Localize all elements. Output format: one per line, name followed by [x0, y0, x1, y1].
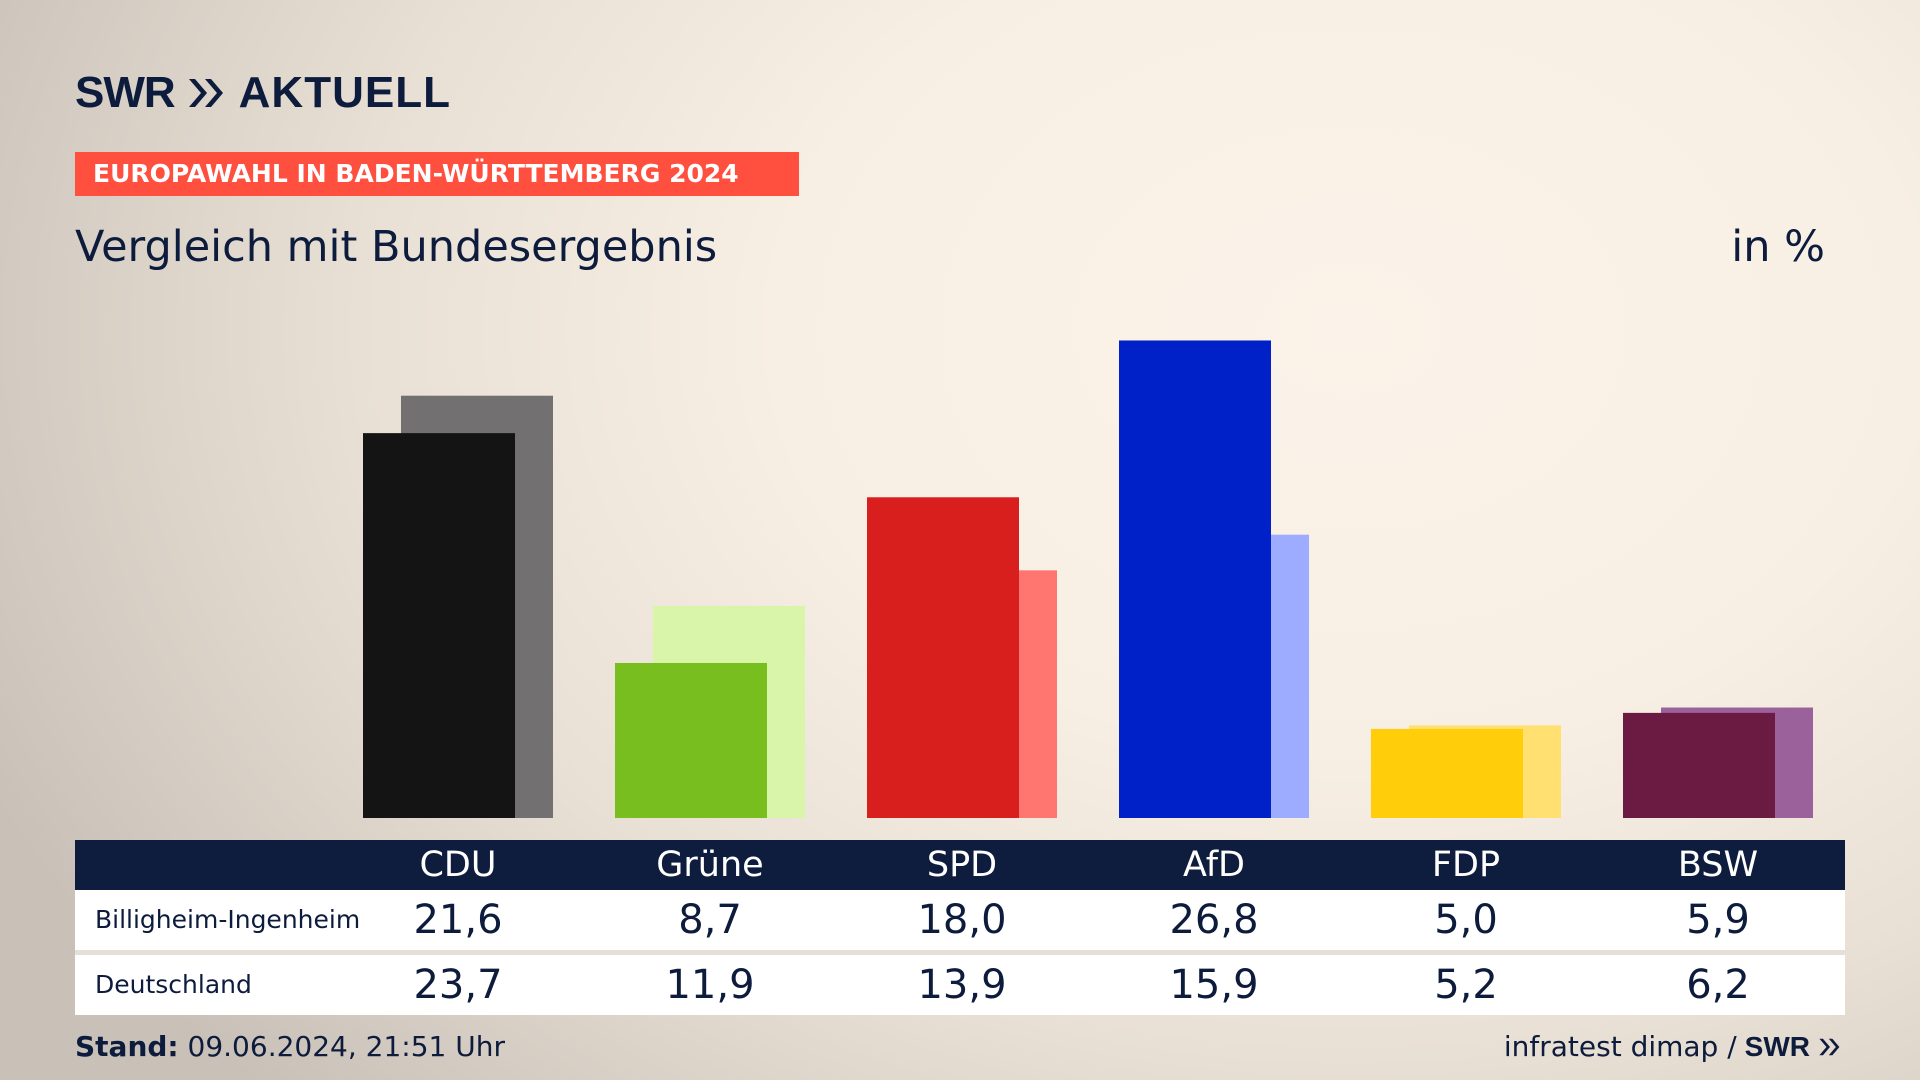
- logo-swr-text: SWR: [75, 68, 176, 117]
- table-cell: 5,2: [1434, 962, 1498, 1008]
- swr-aktuell-logo: SWR AKTUELL: [75, 68, 451, 118]
- stand-value: 09.06.2024, 21:51 Uhr: [187, 1030, 505, 1063]
- results-table: CDU Grüne SPD AfD FDP BSW Billigheim-Ingenhei…: [75, 840, 1845, 1015]
- table-cell: 23,7: [413, 962, 503, 1008]
- table-header: CDU Grüne SPD AfD FDP BSW: [75, 840, 1845, 890]
- source-credit: infratest dimap / SWR: [1504, 1030, 1842, 1063]
- table-cell: 13,9: [917, 962, 1007, 1008]
- table-row: Deutschland 23,7 11,9 13,9 15,9 5,2 6,2: [75, 955, 1845, 1015]
- bar-cdu-billigheim-ingenheim: [363, 433, 515, 818]
- bar-grüne-billigheim-ingenheim: [615, 662, 767, 818]
- bar-afd-billigheim-ingenheim: [1119, 340, 1271, 818]
- election-banner: EUROPAWAHL IN BADEN-WÜRTTEMBERG 2024: [75, 152, 799, 196]
- table-cell: 5,0: [1434, 897, 1498, 943]
- bar-spd-billigheim-ingenheim: [867, 497, 1019, 818]
- column-header-grüne: Grüne: [656, 845, 764, 885]
- table-cell: 11,9: [665, 962, 755, 1008]
- double-chevron-right-icon: [188, 79, 223, 107]
- source-swr-logo: SWR: [1744, 1030, 1810, 1062]
- logo-aktuell-text: AKTUELL: [238, 68, 451, 117]
- table-cell: 15,9: [1169, 962, 1259, 1008]
- column-header-fdp: FDP: [1431, 845, 1501, 885]
- column-header-afd: AfD: [1183, 845, 1245, 885]
- table-cell: 5,9: [1686, 897, 1750, 943]
- bar-chart: [363, 340, 1813, 818]
- chart-subtitle: Vergleich mit Bundesergebnis: [75, 222, 718, 272]
- bar-bsw-billigheim-ingenheim: [1623, 712, 1775, 818]
- table-cell: 26,8: [1169, 897, 1259, 943]
- table-row: Billigheim-Ingenheim 21,6 8,7 18,0 26,8 5,0 5…: [75, 890, 1845, 955]
- column-header-bsw: BSW: [1677, 845, 1759, 885]
- table-cell: 6,2: [1686, 962, 1750, 1008]
- table-cell: 18,0: [917, 897, 1007, 943]
- column-header-spd: SPD: [926, 845, 998, 885]
- row-label: Billigheim-Ingenheim: [95, 905, 361, 934]
- table-cell: 21,6: [413, 897, 503, 943]
- stand-label: Stand:: [75, 1030, 179, 1063]
- column-header-cdu: CDU: [419, 845, 497, 885]
- unit-label: in %: [1731, 222, 1825, 272]
- row-label: Deutschland: [95, 970, 252, 999]
- source-text: infratest dimap /: [1503, 1030, 1737, 1063]
- double-chevron-right-icon: [1819, 1038, 1840, 1055]
- bar-fdp-billigheim-ingenheim: [1371, 728, 1523, 818]
- table-cell: 8,7: [678, 897, 742, 943]
- timestamp: Stand: 09.06.2024, 21:51 Uhr: [75, 1030, 505, 1063]
